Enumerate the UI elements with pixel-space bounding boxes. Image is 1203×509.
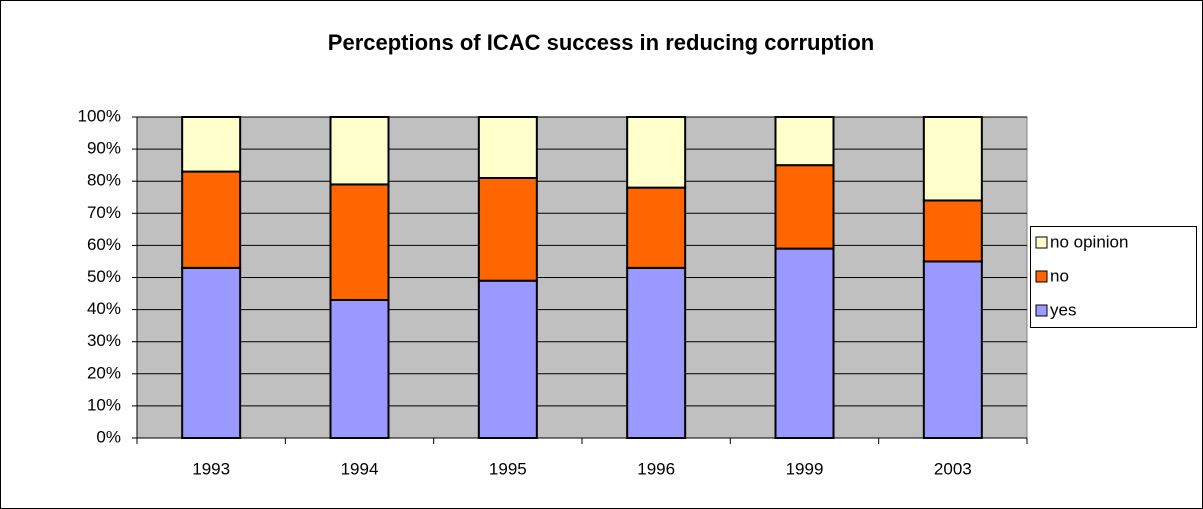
legend-label: no opinion — [1050, 232, 1128, 251]
bar-segment — [477, 279, 538, 439]
bar-segment — [181, 170, 242, 269]
y-tick-label: 90% — [87, 139, 121, 158]
x-tick-label: 1993 — [192, 459, 230, 478]
y-tick-label: 100% — [78, 106, 121, 125]
y-tick-label: 20% — [87, 363, 121, 382]
chart-title: Perceptions of ICAC success in reducing … — [328, 30, 874, 55]
bar-segment — [181, 116, 242, 173]
y-tick-label: 10% — [87, 395, 121, 414]
bar-segment — [626, 116, 687, 189]
bar-segment — [329, 116, 390, 186]
bar-segment — [626, 186, 687, 269]
bar-segment — [922, 260, 983, 440]
x-tick-label: 1994 — [341, 459, 379, 478]
y-tick-label: 50% — [87, 267, 121, 286]
x-tick-label: 1996 — [637, 459, 675, 478]
bar-segment — [329, 298, 390, 439]
legend-swatch — [1035, 270, 1048, 283]
bar-segment — [922, 199, 983, 263]
y-tick-label: 70% — [87, 203, 121, 222]
x-tick-label: 1999 — [786, 459, 824, 478]
y-tick-label: 60% — [87, 235, 121, 254]
y-tick-label: 40% — [87, 299, 121, 318]
y-tick-label: 80% — [87, 171, 121, 190]
bar-segment — [477, 116, 538, 179]
bar-segment — [774, 116, 835, 167]
legend-label: no — [1050, 266, 1069, 285]
bar-segment — [181, 266, 242, 439]
bar-segment — [329, 183, 390, 301]
y-tick-label: 30% — [87, 331, 121, 350]
legend-swatch — [1035, 236, 1048, 249]
bar-segment — [774, 164, 835, 250]
x-tick-label: 2003 — [934, 459, 972, 478]
bar-segment — [774, 247, 835, 439]
legend-label: yes — [1050, 300, 1076, 319]
bar-segment — [477, 176, 538, 282]
x-tick-label: 1995 — [489, 459, 527, 478]
legend-box — [1030, 226, 1197, 328]
bar-segment — [922, 116, 983, 202]
bar-segment — [626, 266, 687, 439]
y-tick-label: 0% — [96, 427, 121, 446]
legend-swatch — [1035, 304, 1048, 317]
